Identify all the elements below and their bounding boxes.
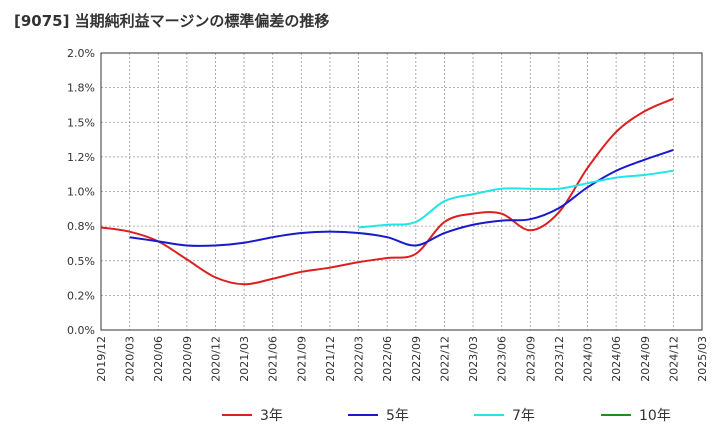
y-tick-label: 0.0% <box>67 324 95 337</box>
x-tick-label: 2021/03 <box>238 336 251 382</box>
x-tick-label: 2021/06 <box>267 336 280 382</box>
legend-item: 10年 <box>601 406 671 424</box>
grid-layer <box>100 52 703 331</box>
legend-swatch <box>348 414 378 416</box>
legend-label: 7年 <box>512 408 535 424</box>
legend-item: 5年 <box>348 406 409 424</box>
x-tick-label: 2022/09 <box>410 336 423 382</box>
x-tick-label: 2019/12 <box>95 336 108 382</box>
x-tick-label: 2020/03 <box>124 336 137 382</box>
x-tick-label: 2025/03 <box>696 336 709 382</box>
y-tick-label: 1.0% <box>67 186 95 199</box>
legend-swatch <box>222 414 252 416</box>
y-tick-label: 0.5% <box>67 255 95 268</box>
x-tick-label: 2020/09 <box>181 336 194 382</box>
legend-label: 5年 <box>386 408 409 424</box>
y-tick-labels: 0.0% 0.2% 0.5% 0.8% 1.0% 1.2% 1.5% 1.8% 2.0% <box>67 47 95 337</box>
legend-item: 3年 <box>222 406 283 424</box>
series-layer <box>100 97 674 286</box>
plot-frame <box>100 52 703 331</box>
x-tick-label: 2021/12 <box>324 336 337 382</box>
y-tick-label: 1.2% <box>67 151 95 164</box>
x-tick-label: 2024/03 <box>582 336 595 382</box>
y-tick-label: 2.0% <box>67 47 95 60</box>
x-tick-label: 2023/12 <box>553 336 566 382</box>
y-tick-label: 0.2% <box>67 289 95 302</box>
x-tick-label: 2022/06 <box>381 336 394 382</box>
series-line-7年 <box>358 169 674 229</box>
legend-swatch <box>601 414 631 416</box>
y-tick-label: 0.8% <box>67 220 95 233</box>
legend-label: 3年 <box>260 408 283 424</box>
x-tick-label: 2024/06 <box>610 336 623 382</box>
x-tick-label: 2023/06 <box>496 336 509 382</box>
legend-item: 7年 <box>474 406 535 424</box>
series-line-3年 <box>100 97 674 286</box>
x-tick-labels: 2019/12 2020/03 2020/06 2020/09 2020/12 2021/… <box>95 336 709 382</box>
x-tick-label: 2023/09 <box>524 336 537 382</box>
x-tick-label: 2024/12 <box>667 336 680 382</box>
x-tick-label: 2024/09 <box>639 336 652 382</box>
x-tick-label: 2022/03 <box>353 336 366 382</box>
x-tick-label: 2020/06 <box>152 336 165 382</box>
legend-label: 10年 <box>639 408 671 424</box>
x-tick-label: 2021/09 <box>295 336 308 382</box>
legend-swatch <box>474 414 504 416</box>
series-line-5年 <box>129 149 674 247</box>
x-tick-label: 2023/03 <box>467 336 480 382</box>
x-tick-label: 2022/12 <box>438 336 451 382</box>
y-tick-label: 1.5% <box>67 116 95 129</box>
x-tick-label: 2020/12 <box>209 336 222 382</box>
y-tick-label: 1.8% <box>67 82 95 95</box>
chart-title: [9075] 当期純利益マージンの標準偏差の推移 <box>14 12 330 30</box>
